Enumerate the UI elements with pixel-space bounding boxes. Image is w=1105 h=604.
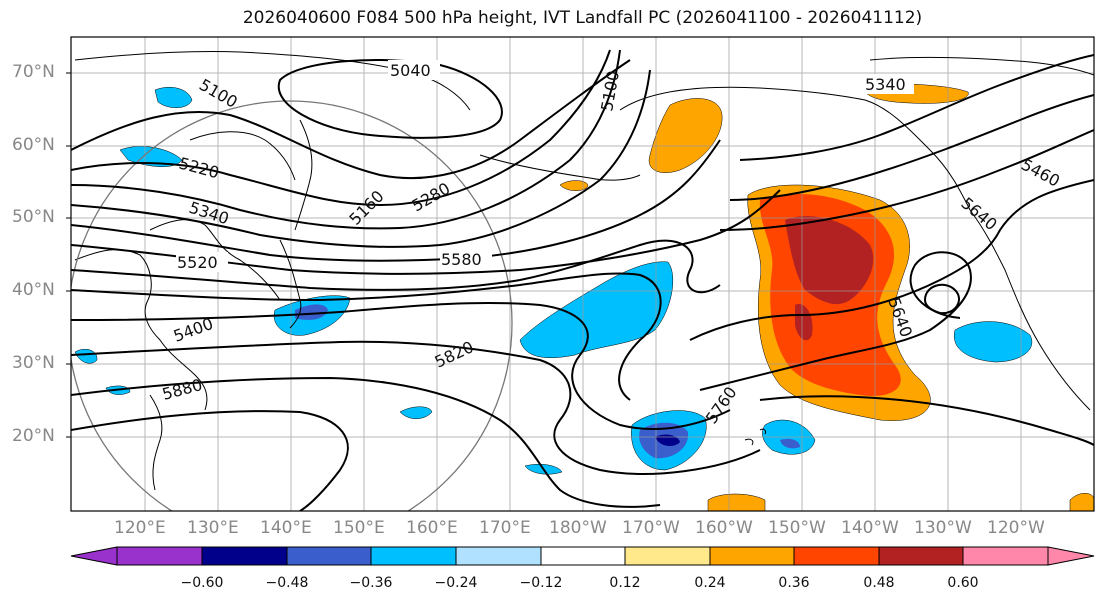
shade-se-orange — [1069, 493, 1094, 511]
lon-label: 130°W — [914, 518, 972, 538]
map-title: 2026040600 F084 500 hPa height, IVT Land… — [242, 8, 923, 28]
colorbar-bin — [201, 546, 288, 566]
lat-label: 60°N — [12, 135, 55, 155]
colorbar-extend-right — [1047, 546, 1095, 566]
lon-label: 150°E — [333, 518, 385, 538]
reference-circle — [71, 100, 513, 511]
lon-label: 160°W — [695, 518, 753, 538]
shade-negative-kamchatka — [154, 87, 193, 108]
coast-aleutians — [479, 154, 641, 181]
coast-arctic-ca — [869, 56, 1094, 76]
shade-negative-wpac — [399, 406, 433, 419]
lon-label: 120°E — [114, 518, 166, 538]
coast-bc-us — [969, 209, 1091, 411]
shade-positive-darkred — [785, 216, 874, 305]
coast-okhotsk — [189, 131, 296, 181]
lat-label: 70°N — [12, 62, 55, 82]
coast-philippines — [149, 394, 163, 491]
colorbar-bin — [962, 546, 1049, 566]
colorbar-tick-label: 0.36 — [778, 575, 810, 591]
lon-label: 170°W — [622, 518, 680, 538]
contour-label: 5040 — [390, 61, 431, 80]
lon-label: 120°W — [987, 518, 1045, 538]
colorbar-tick-label: 0.60 — [947, 575, 979, 591]
lon-label: 160°E — [406, 518, 458, 538]
contour-label: 5340 — [865, 75, 906, 94]
colorbar-extend-left — [70, 546, 118, 566]
shade-negative-japan-dark — [295, 304, 328, 320]
coast-siberia — [74, 51, 471, 111]
colorbar-bin — [286, 546, 372, 566]
shade-negative-east — [953, 321, 1033, 363]
colorbar-tick-label: −0.36 — [349, 575, 393, 591]
colorbar-bin — [624, 546, 711, 566]
colorbar — [70, 546, 1095, 566]
colorbar-bin — [709, 546, 795, 566]
shade-negative-central — [519, 261, 674, 359]
lon-label: 180°W — [549, 518, 607, 538]
colorbar-bin — [370, 546, 457, 566]
shade-alaska-orange — [648, 98, 723, 173]
gridlines — [71, 37, 1094, 511]
shade-positive-darkred-small — [795, 304, 813, 341]
lon-label: 140°W — [841, 518, 899, 538]
contour-label: 5580 — [441, 250, 482, 269]
contour-label: 5520 — [177, 253, 218, 272]
colorbar-tick-label: −0.60 — [180, 575, 224, 591]
coast-alaska — [619, 86, 971, 211]
shade-south-orange — [707, 493, 766, 511]
colorbar-tick-label: −0.48 — [265, 575, 309, 591]
lon-label: 140°E — [260, 518, 312, 538]
axis-ticks — [66, 72, 71, 438]
lon-label: 130°E — [187, 518, 239, 538]
colorbar-bin — [455, 546, 542, 566]
lat-label: 40°N — [12, 280, 55, 300]
lat-label: 30°N — [12, 353, 55, 373]
colorbar-tick-label: 0.12 — [609, 575, 641, 591]
colorbar-tick-label: 0.24 — [694, 575, 726, 591]
coast-hawaii — [744, 428, 766, 446]
coast-korea-china — [149, 219, 281, 301]
colorbar-bin — [540, 546, 626, 566]
map-border — [70, 36, 1095, 512]
colorbar-bin — [793, 546, 880, 566]
shade-negative-scs — [74, 349, 98, 364]
colorbar-tick-label: 0.48 — [863, 575, 895, 591]
lat-label: 50°N — [12, 207, 55, 227]
colorbar-bin — [116, 546, 203, 566]
coast-kamchatka — [294, 119, 313, 231]
lon-label: 150°W — [768, 518, 826, 538]
lat-label: 20°N — [12, 426, 55, 446]
colorbar-tick-label: −0.12 — [519, 575, 563, 591]
colorbar-bin — [878, 546, 964, 566]
colorbar-tick-label: −0.24 — [434, 575, 478, 591]
shade-small-orange — [559, 180, 589, 191]
lon-label: 170°E — [479, 518, 531, 538]
shade-negative-hawaii-dark — [780, 438, 800, 449]
